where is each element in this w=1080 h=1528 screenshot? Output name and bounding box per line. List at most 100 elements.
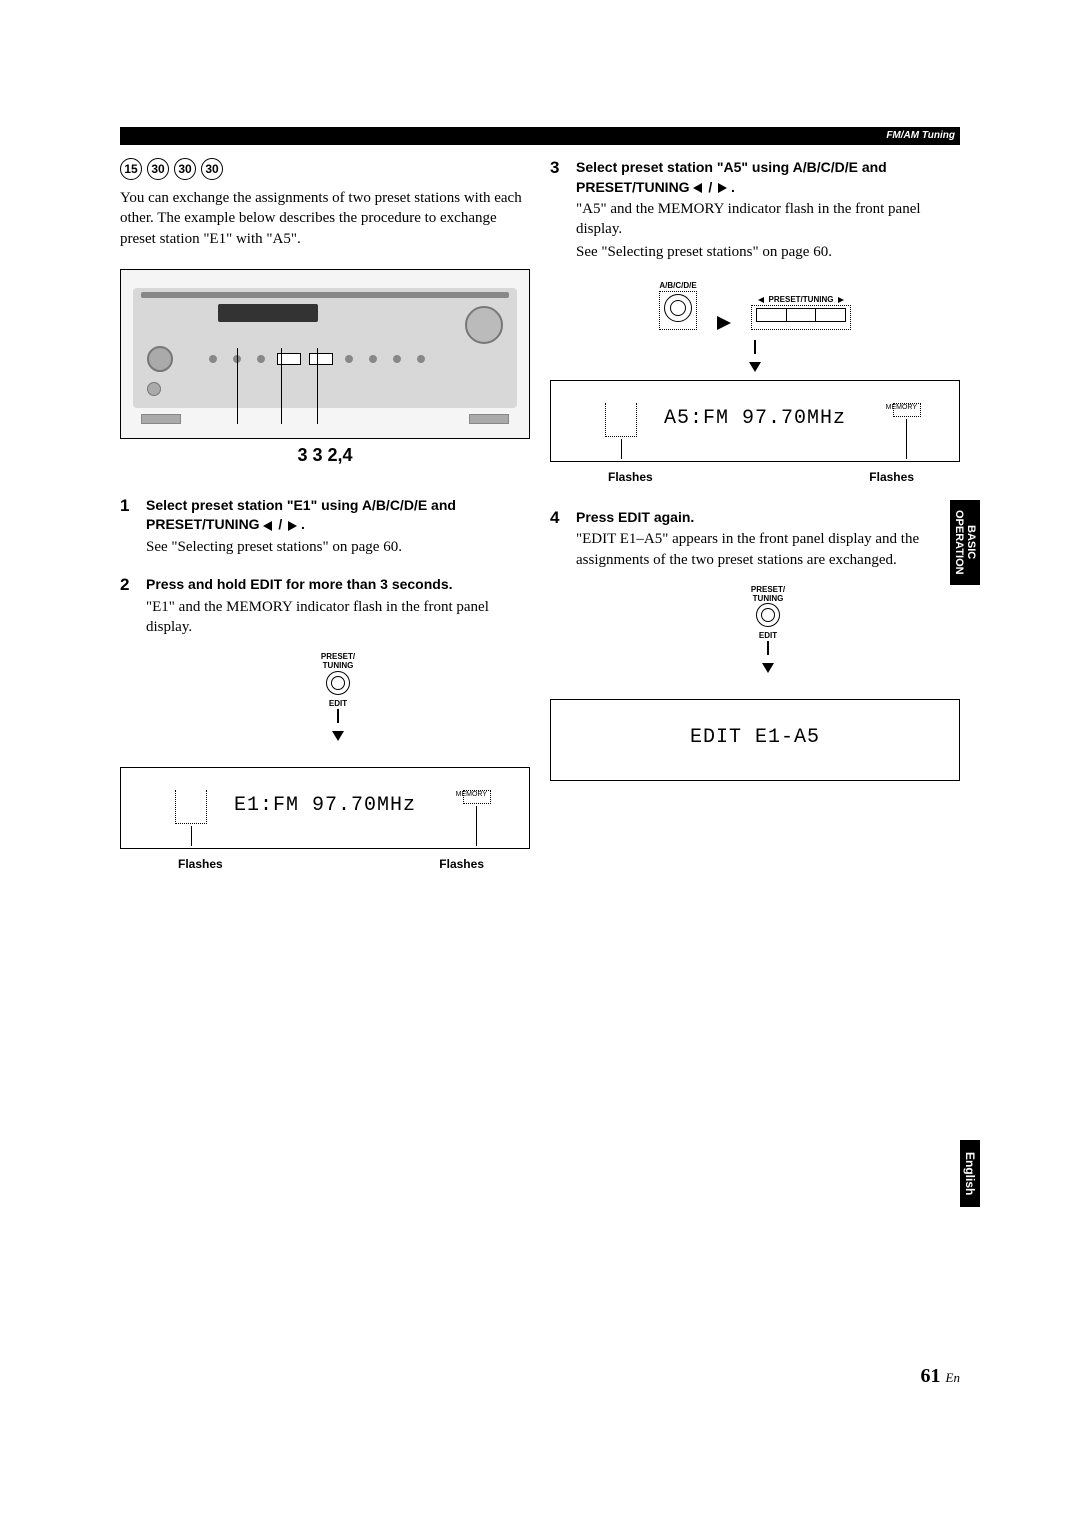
left-column: 15 30 30 30 You can exchange the assignm… xyxy=(120,158,530,871)
arrow-down-icon xyxy=(762,663,774,673)
preset-tuning-label: PRESET/ TUNING xyxy=(576,586,960,604)
display-panel-e1: E1:FM 97.70MHz MEMORY xyxy=(120,767,530,849)
flash-frame-right xyxy=(463,790,491,804)
intro-paragraph: You can exchange the assignments of two … xyxy=(120,188,530,249)
leader-line xyxy=(317,348,318,424)
edit-knob-icon xyxy=(326,671,350,695)
btn-dot xyxy=(257,355,265,363)
device-display-window xyxy=(218,304,318,322)
btn-dot xyxy=(393,355,401,363)
step-title-sep: / xyxy=(278,516,286,532)
header-bar: FM/AM Tuning xyxy=(120,127,960,145)
arrow-tail xyxy=(337,709,339,723)
leader-line xyxy=(476,806,477,846)
step-body: Press and hold EDIT for more than 3 seco… xyxy=(146,575,530,748)
display-panel-a5: A5:FM 97.70MHz MEMORY xyxy=(550,380,960,462)
leader-line xyxy=(237,348,238,424)
preset-tuning-text: PRESET/TUNING xyxy=(769,295,834,304)
step-number: 3 xyxy=(550,158,576,262)
device-step-labels: 3 3 2,4 xyxy=(120,445,530,466)
step-desc: See "Selecting preset stations" on page … xyxy=(146,537,530,557)
preset-bar-icon xyxy=(756,308,846,322)
arrow-down-icon xyxy=(749,362,761,372)
leader-line xyxy=(906,419,907,459)
content-area: 15 30 30 30 You can exchange the assignm… xyxy=(120,158,960,871)
triangle-left-icon xyxy=(263,521,272,531)
leader-line xyxy=(191,826,192,846)
side-tab-english: English xyxy=(960,1140,980,1207)
step-4: 4 Press EDIT again. "EDIT E1–A5" appears… xyxy=(550,508,960,681)
step-2: 2 Press and hold EDIT for more than 3 se… xyxy=(120,575,530,748)
step-number: 4 xyxy=(550,508,576,681)
leader-line xyxy=(281,348,282,424)
header-title: FM/AM Tuning xyxy=(886,130,955,141)
arrow-tail xyxy=(754,340,756,354)
arrow-down-icon xyxy=(332,731,344,741)
abcde-dotted xyxy=(659,291,697,330)
controls-row: A/B/C/D/E PRESET/TUNING xyxy=(550,282,960,330)
side-tab-basic-operation: BASIC OPERATION xyxy=(950,500,980,585)
step-desc: "E1" and the MEMORY indicator flash in t… xyxy=(146,597,530,638)
flashes-label: Flashes xyxy=(178,857,223,871)
device-foot-right xyxy=(469,414,509,424)
device-top-strip xyxy=(141,292,509,298)
abcde-label: A/B/C/D/E xyxy=(659,282,697,291)
step-title-end: . xyxy=(731,179,735,195)
triangle-right-icon xyxy=(838,297,844,303)
page-num-suffix: En xyxy=(946,1370,960,1385)
step-body: Select preset station "E1" using A/B/C/D… xyxy=(146,496,530,557)
btn-dot xyxy=(417,355,425,363)
edit-knob-icon xyxy=(756,603,780,627)
preset-tuning-h-label: PRESET/TUNING xyxy=(751,296,851,305)
button-row xyxy=(203,350,457,362)
step-title-sep: / xyxy=(708,179,716,195)
edit-label: EDIT xyxy=(576,632,960,641)
arrow-tail xyxy=(767,641,769,655)
step-desc-2: See "Selecting preset stations" on page … xyxy=(576,242,960,262)
flashes-row: Flashes Flashes xyxy=(550,470,960,484)
preset-dotted xyxy=(751,305,851,330)
device-foot-left xyxy=(141,414,181,424)
circled-2: 30 xyxy=(147,158,169,180)
step-title: Press EDIT again. xyxy=(576,508,960,528)
flash-frame-left xyxy=(175,790,207,824)
step-body: Press EDIT again. "EDIT E1–A5" appears i… xyxy=(576,508,960,681)
knob-small xyxy=(147,382,161,396)
triangle-right-icon xyxy=(718,183,727,193)
btn-highlight xyxy=(309,353,333,365)
step-body: Select preset station "A5" using A/B/C/D… xyxy=(576,158,960,262)
step-3: 3 Select preset station "A5" using A/B/C… xyxy=(550,158,960,262)
flash-frame-right xyxy=(893,403,921,417)
abcde-group: A/B/C/D/E xyxy=(659,282,697,330)
circled-4: 30 xyxy=(201,158,223,180)
flashes-label: Flashes xyxy=(608,470,653,484)
flashes-label: Flashes xyxy=(439,857,484,871)
display-panel-edit: EDIT E1-A5 xyxy=(550,699,960,781)
step-title: Press and hold EDIT for more than 3 seco… xyxy=(146,575,530,595)
arrow-block xyxy=(550,340,960,372)
edit-knob-block-2: PRESET/ TUNING EDIT xyxy=(576,586,960,673)
leader-line xyxy=(621,439,622,459)
knob-left xyxy=(147,346,173,372)
step-desc: "EDIT E1–A5" appears in the front panel … xyxy=(576,529,960,570)
step-title: Select preset station "E1" using A/B/C/D… xyxy=(146,496,530,535)
btn-dot xyxy=(369,355,377,363)
device-illustration xyxy=(120,269,530,439)
right-column: 3 Select preset station "A5" using A/B/C… xyxy=(550,158,960,871)
step-title-end: . xyxy=(301,516,305,532)
triangle-left-icon xyxy=(693,183,702,193)
preset-tuning-label: PRESET/ TUNING xyxy=(146,653,530,671)
step-title: Select preset station "A5" using A/B/C/D… xyxy=(576,158,960,197)
btn-dot xyxy=(345,355,353,363)
arrow-right-icon xyxy=(717,316,731,330)
display-text: EDIT E1-A5 xyxy=(551,726,959,749)
flash-frame-left xyxy=(605,403,637,437)
step-number: 1 xyxy=(120,496,146,557)
volume-knob-icon xyxy=(465,306,503,344)
page-number: 61 En xyxy=(921,1365,960,1388)
preset-group: PRESET/TUNING xyxy=(751,296,851,330)
edit-label: EDIT xyxy=(146,700,530,709)
page-num-value: 61 xyxy=(921,1365,941,1387)
step-number: 2 xyxy=(120,575,146,748)
flashes-row: Flashes Flashes xyxy=(120,857,530,871)
